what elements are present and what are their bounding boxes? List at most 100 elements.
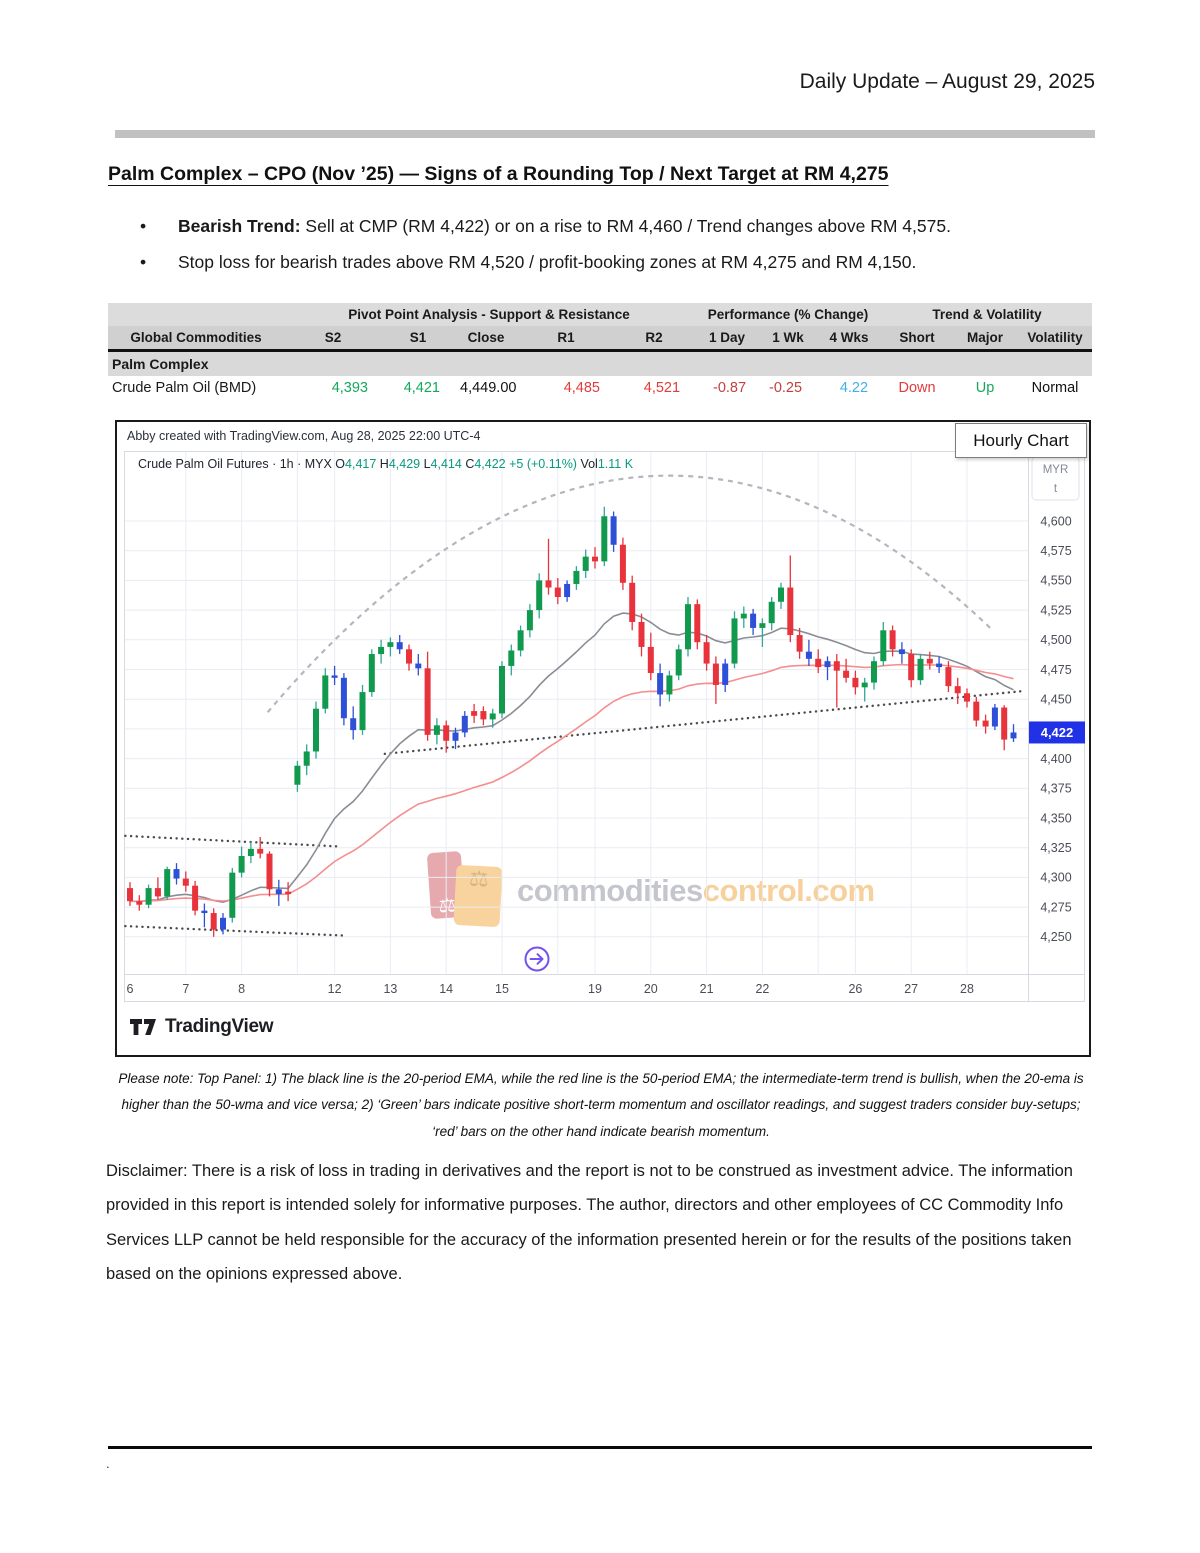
candle xyxy=(917,654,924,685)
arrow-right-icon xyxy=(529,953,544,965)
candle-body xyxy=(796,635,803,652)
candle xyxy=(991,703,998,731)
candle-body xyxy=(973,701,980,721)
table-group-header-row: Pivot Point Analysis - Support & Resista… xyxy=(108,303,1093,326)
col-r1: R1 xyxy=(518,326,614,352)
candle xyxy=(526,604,533,638)
col-short: Short xyxy=(882,326,953,352)
candle xyxy=(852,670,859,695)
candle-body xyxy=(220,917,226,930)
go-to-realtime-button[interactable] xyxy=(524,946,550,972)
candle xyxy=(889,625,896,657)
cell-s2: 4,393 xyxy=(284,376,382,400)
candle xyxy=(908,649,915,688)
candle xyxy=(201,903,208,928)
candle xyxy=(415,654,422,676)
candle xyxy=(926,651,933,670)
candle-body xyxy=(508,650,515,666)
day-tick-label: 26 xyxy=(848,982,862,996)
candle-body xyxy=(731,618,738,664)
col-r2: R2 xyxy=(614,326,695,352)
price-tick-label: 4,375 xyxy=(1040,782,1071,796)
cell-1wk: -0.25 xyxy=(760,376,817,400)
ema-50-line xyxy=(129,663,1014,903)
price-axis: 4,250 4,275 4,300 4,325 4,350 4,375 4,400 4,450… xyxy=(1040,514,1071,944)
candle-body xyxy=(136,901,143,905)
bullet-lead: Bearish Trend: xyxy=(178,216,301,236)
candle xyxy=(564,580,571,602)
candle xyxy=(610,511,617,552)
col-1wk: 1 Wk xyxy=(760,326,817,352)
unit-label: t xyxy=(1054,483,1058,495)
candle xyxy=(461,711,468,738)
candle-body xyxy=(443,725,450,741)
candle-body xyxy=(759,623,766,628)
candle xyxy=(833,654,840,708)
candle xyxy=(629,575,636,631)
disclaimer-text: Disclaimer: There is a risk of loss in t… xyxy=(106,1162,1073,1283)
candle xyxy=(936,656,943,674)
table-row: Crude Palm Oil (BMD) 4,393 4,421 4,449.0… xyxy=(108,376,1093,400)
candle-body xyxy=(703,642,710,664)
candle xyxy=(554,578,561,605)
price-tick-label: 4,550 xyxy=(1040,574,1071,588)
candle xyxy=(592,547,598,569)
watermark-gray: commodities xyxy=(517,873,703,908)
candle-body xyxy=(229,872,236,918)
candle-body xyxy=(545,580,552,588)
candle xyxy=(331,665,338,685)
candle-body xyxy=(452,732,459,741)
candle-body xyxy=(675,649,682,676)
day-tick-label: 6 xyxy=(127,982,134,996)
candle xyxy=(843,658,850,683)
candle xyxy=(880,621,887,666)
price-tick-label: 4,275 xyxy=(1040,900,1071,914)
candle-body xyxy=(852,677,859,688)
candle-body xyxy=(433,725,440,735)
candle xyxy=(545,538,552,595)
candles-group xyxy=(127,506,1017,937)
candle-body xyxy=(601,516,608,562)
candle xyxy=(433,718,440,745)
candle xyxy=(1010,724,1017,742)
candle-body xyxy=(247,848,254,857)
candle-body xyxy=(471,711,478,716)
candle xyxy=(257,837,264,859)
watermark-orange: control.com xyxy=(702,873,875,908)
candle-body xyxy=(898,649,905,655)
candle-body xyxy=(880,630,887,662)
candle xyxy=(796,627,803,659)
candle-body xyxy=(573,570,580,584)
candle-body xyxy=(201,910,208,914)
candle xyxy=(703,635,710,671)
candle-body xyxy=(396,642,403,650)
candle xyxy=(601,506,608,567)
candle xyxy=(154,877,161,900)
section-palm-complex: Palm Complex xyxy=(108,350,1093,376)
candle-body xyxy=(378,646,385,655)
day-tick-label: 27 xyxy=(904,982,918,996)
cell-r1: 4,485 xyxy=(518,376,614,400)
day-tick-label: 12 xyxy=(328,982,342,996)
group-header-trend: Trend & Volatility xyxy=(882,303,1093,326)
col-volatility: Volatility xyxy=(1018,326,1093,352)
candle xyxy=(489,708,496,728)
candle xyxy=(778,582,784,609)
candle xyxy=(359,684,366,735)
candle-body xyxy=(843,670,850,678)
candle-body xyxy=(871,661,877,683)
price-tick-label: 4,250 xyxy=(1040,930,1071,944)
candle xyxy=(173,863,180,885)
day-tick-label: 14 xyxy=(439,982,453,996)
candle xyxy=(685,597,691,657)
candle-body xyxy=(238,856,245,873)
candle xyxy=(378,639,385,664)
watermark: ⚖ ⚖ commoditiescontrol.com xyxy=(426,850,875,932)
gridlines xyxy=(125,451,1028,975)
candlestick-chart: 4,250 4,275 4,300 4,325 4,350 4,375 4,400 4,450… xyxy=(124,451,1085,1002)
bullet-text: Sell at CMP (RM 4,422) or on a rise to R… xyxy=(300,216,951,236)
axis-unit-box: MYR t xyxy=(1031,456,1080,501)
candle xyxy=(871,656,877,690)
candle-body xyxy=(582,556,589,571)
